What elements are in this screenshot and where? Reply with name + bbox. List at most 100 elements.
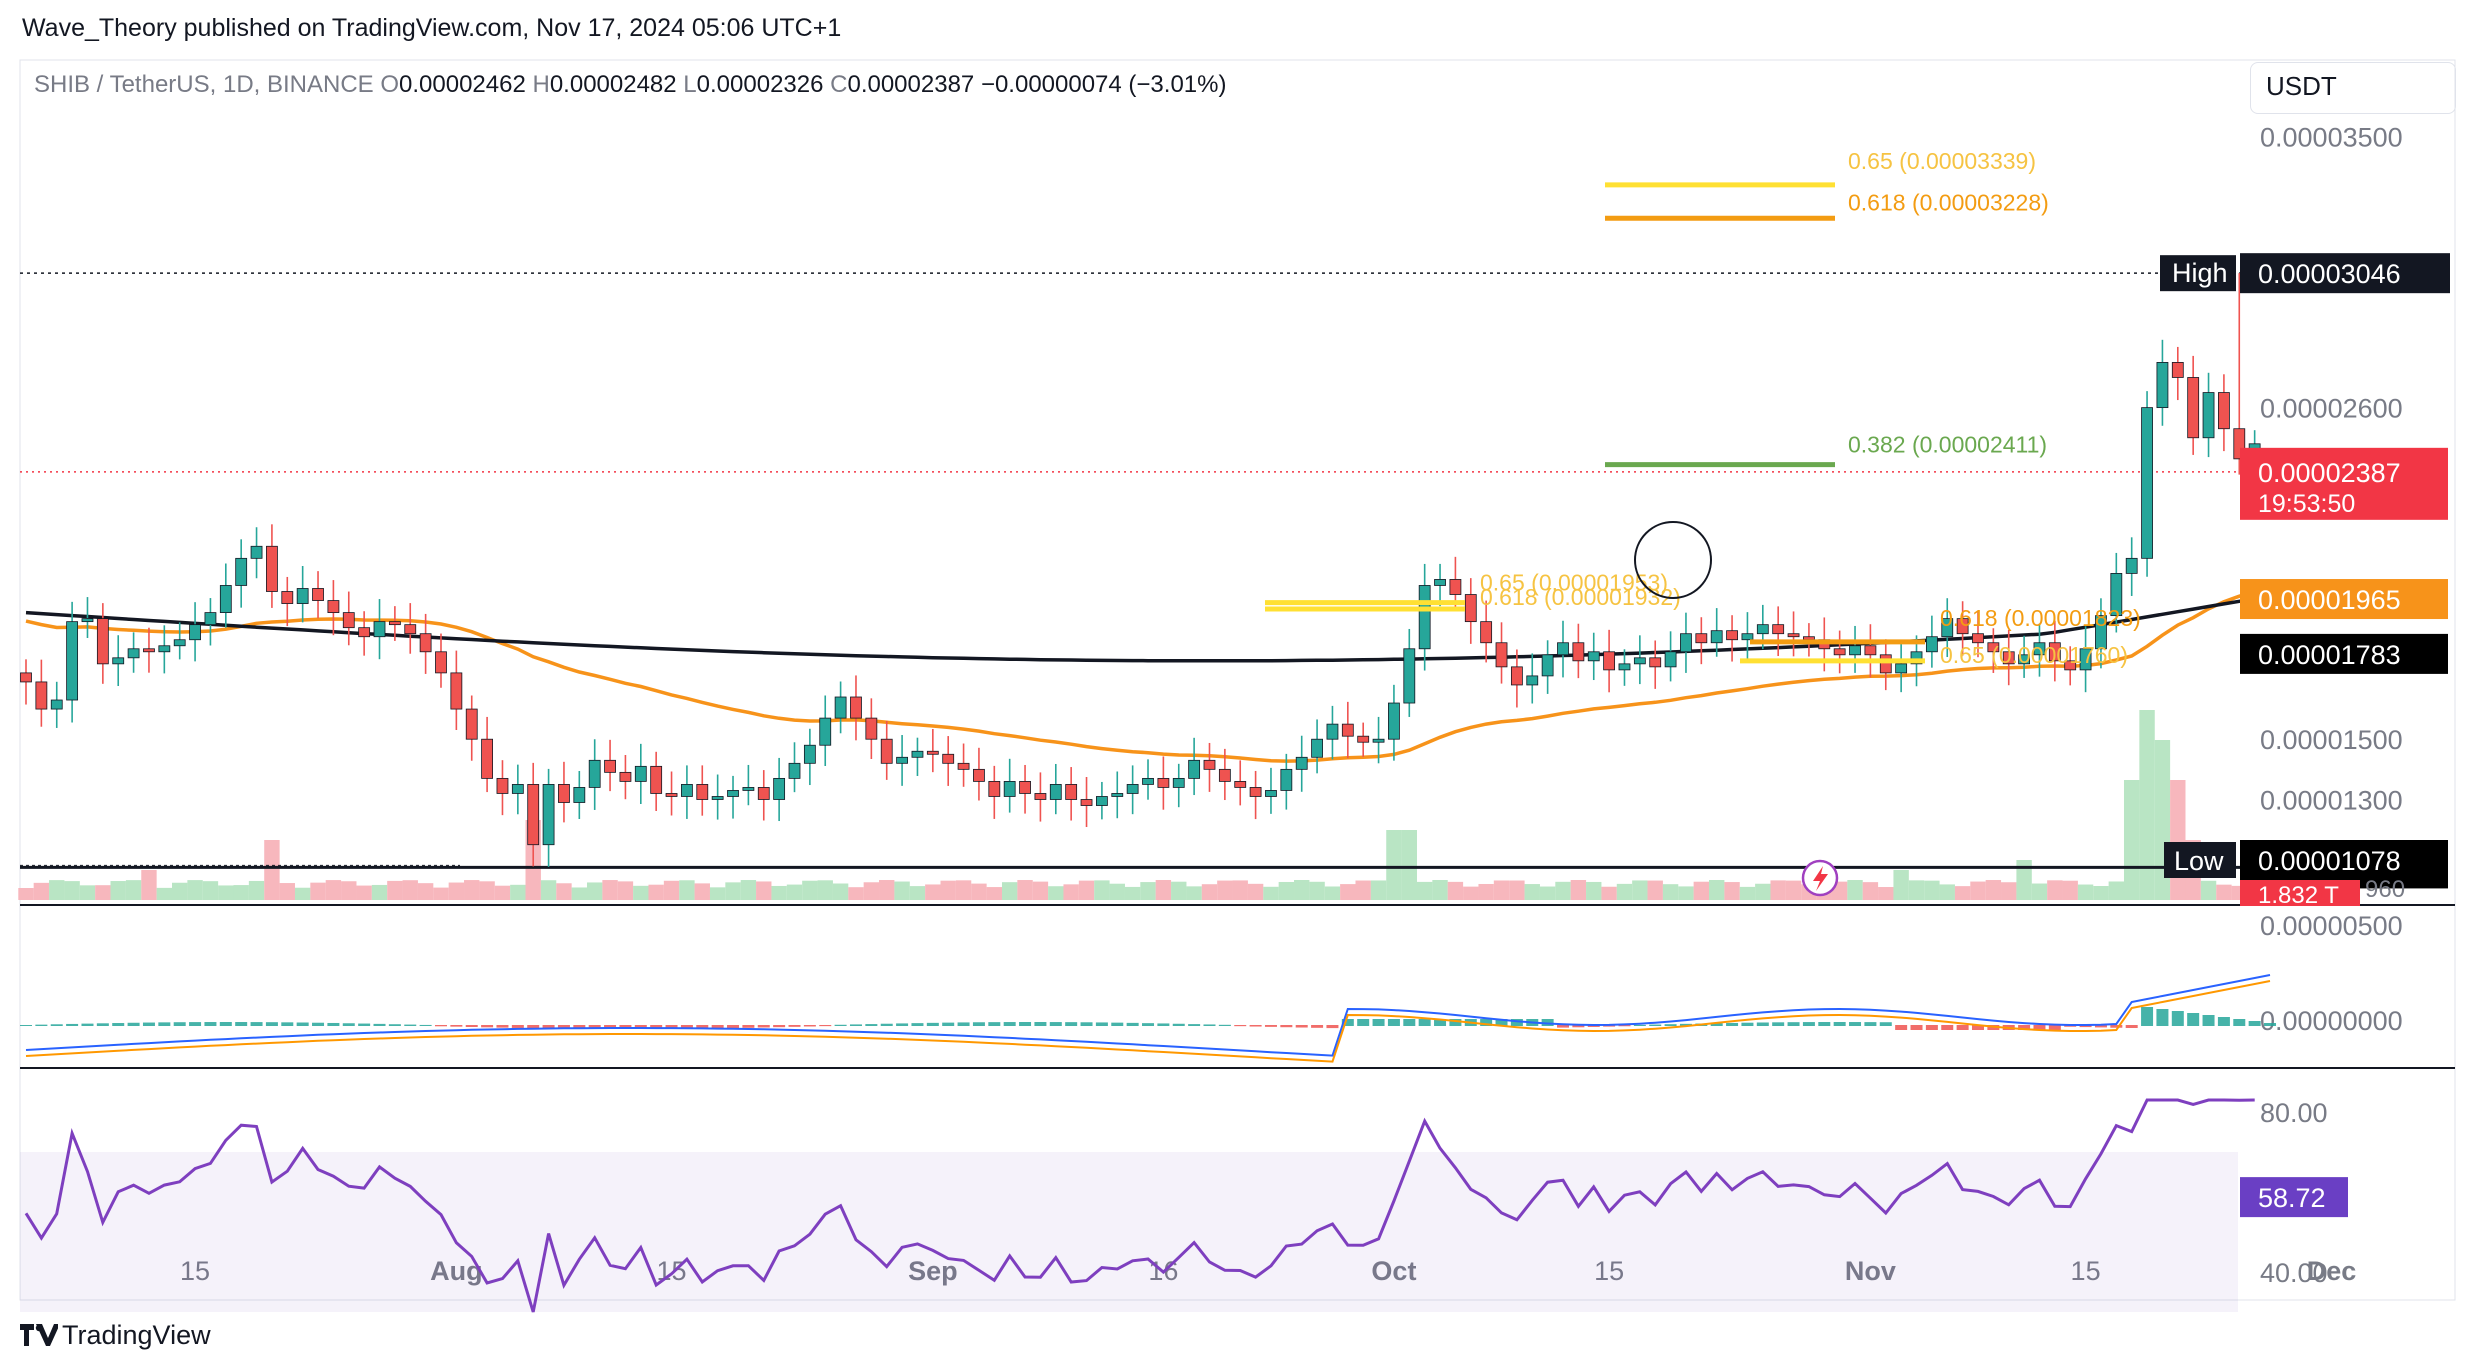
candle-body <box>1372 738 1385 743</box>
volume-bar <box>356 885 372 900</box>
volume-bar <box>1847 880 1863 900</box>
ohlc-legend: SHIB / TetherUS, 1D, BINANCE O0.00002462… <box>34 71 1226 99</box>
macd-histogram-bar <box>50 1024 63 1026</box>
candle-body <box>1280 768 1293 791</box>
candle-body <box>112 657 125 665</box>
candle-body <box>742 787 755 791</box>
candle-body <box>1587 651 1600 662</box>
macd-histogram-bar <box>1510 1019 1523 1026</box>
volume-bar <box>802 880 818 900</box>
macd-histogram-bar <box>2171 1011 2184 1026</box>
candle-body <box>634 765 647 782</box>
candle-body <box>1418 585 1431 650</box>
time-axis-tick: 15 <box>180 1256 210 1286</box>
ema-value-badge-bg <box>2240 579 2448 620</box>
volume-bar <box>633 885 649 900</box>
macd-histogram-bar <box>2125 1025 2138 1029</box>
volume-bar <box>1386 830 1402 900</box>
volume-bar <box>2123 780 2140 900</box>
candle-body <box>1680 633 1692 653</box>
candle-body <box>2018 654 2030 665</box>
macd-histogram-bar <box>2202 1015 2215 1026</box>
price-axis-tick: 0.00003500 <box>2260 122 2403 152</box>
candle-body <box>450 672 463 710</box>
macd-histogram-bar <box>1049 1022 1062 1026</box>
candle-body <box>1956 618 1969 635</box>
macd-histogram-bar <box>235 1022 248 1026</box>
macd-histogram-bar <box>511 1025 524 1028</box>
volume-bar <box>1416 881 1433 900</box>
candle-body <box>1357 735 1370 743</box>
candle-body <box>419 633 432 653</box>
macd-histogram-bar <box>880 1023 893 1026</box>
candle-body <box>942 753 955 764</box>
macd-histogram-bar <box>1756 1022 1769 1026</box>
volume-bar <box>279 883 295 900</box>
volume-bar <box>1447 881 1464 900</box>
time-axis-tick: Oct <box>1371 1256 1416 1286</box>
candle-body <box>1126 784 1139 794</box>
macd-histogram-bar <box>711 1025 724 1029</box>
candle-body <box>1879 654 1892 674</box>
candle-body <box>896 756 908 764</box>
macd-histogram-bar <box>1925 1025 1938 1030</box>
volume-bar <box>1324 886 1341 900</box>
candle-body <box>880 738 893 764</box>
volume-bar <box>202 881 219 900</box>
candle-body <box>865 717 878 740</box>
candle-body <box>1849 645 1861 656</box>
candle-body <box>2064 660 2077 671</box>
macd-histogram-bar <box>1403 1019 1416 1026</box>
volume-bar <box>2077 884 2094 900</box>
macd-histogram-bar <box>972 1022 985 1026</box>
candle-body <box>66 621 79 701</box>
volume-bar <box>1893 870 1909 900</box>
macd-histogram-bar <box>404 1024 417 1026</box>
macd-histogram-bar <box>66 1023 79 1026</box>
change-value: −0.00000074 (−3.01%) <box>980 71 1227 98</box>
candle-body <box>1710 630 1723 644</box>
currency-selector[interactable] <box>2250 62 2456 114</box>
macd-histogram-bar <box>650 1025 663 1029</box>
macd-axis-tick: 0.00000000 <box>2260 1006 2403 1036</box>
candle-body <box>1603 651 1616 671</box>
low-value-badge-bg <box>2240 840 2448 880</box>
macd-histogram-bar <box>1249 1025 1262 1027</box>
candle-body <box>711 796 724 800</box>
price-axis-tick: 0.00001500 <box>2260 725 2403 755</box>
volume-bar <box>1401 830 1417 900</box>
candle-body <box>588 759 601 788</box>
candle-body <box>2033 642 2046 656</box>
high-label: High <box>2172 258 2228 288</box>
candle-body <box>1541 654 1554 677</box>
candle-body <box>1096 796 1108 806</box>
rsi-badge-bg <box>2240 1177 2348 1218</box>
candle-body <box>2110 573 2123 617</box>
volume-bar <box>264 840 280 900</box>
candle-body <box>681 784 693 797</box>
macd-histogram-bar <box>849 1024 862 1026</box>
volume-bar <box>2200 880 2217 900</box>
volume-bar <box>1739 886 1756 900</box>
candle-body <box>312 588 324 601</box>
macd-histogram-bar <box>896 1023 909 1026</box>
macd-histogram-bar <box>742 1025 755 1028</box>
volume-bar <box>95 885 111 900</box>
candle-body <box>2002 651 2015 665</box>
volume-bar <box>2108 881 2125 900</box>
volume-bar <box>740 880 757 900</box>
candle-body <box>957 762 970 770</box>
volume-bar <box>233 885 249 900</box>
candle-body <box>619 771 632 782</box>
symbol-label[interactable]: SHIB / TetherUS, 1D, BINANCE <box>34 71 374 98</box>
volume-bar <box>294 887 311 900</box>
volume-bar <box>2139 710 2155 900</box>
volume-bar <box>79 885 96 900</box>
macd-histogram-bar <box>1572 1025 1585 1028</box>
volume-bar <box>586 882 603 900</box>
candle-body <box>1157 777 1170 788</box>
macd-histogram-bar <box>2141 1007 2154 1026</box>
volume-bar <box>417 883 434 900</box>
chart-frame <box>19 59 2456 1301</box>
